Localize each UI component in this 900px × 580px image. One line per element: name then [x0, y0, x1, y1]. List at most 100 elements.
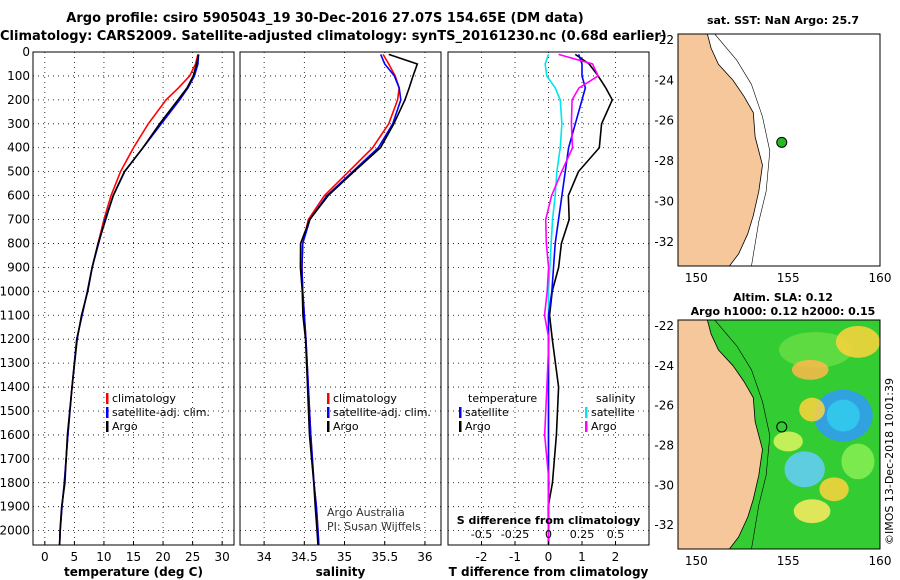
x-tick-label: 0	[41, 550, 49, 564]
x-axis-label: temperature (deg C)	[64, 565, 203, 579]
top-tick-label: -0.5	[471, 528, 492, 541]
map-lat-label: -32	[654, 518, 674, 532]
map-lon-label: 150	[685, 271, 708, 285]
legend-diff-temp-label: Argo	[465, 420, 491, 433]
map-lat-label: -30	[654, 478, 674, 492]
map-lat-label: -24	[654, 359, 674, 373]
y-tick-label: 900	[7, 260, 30, 274]
x-tick-label: 5	[71, 550, 79, 564]
float-position-marker	[776, 136, 788, 148]
sla-blob	[784, 451, 825, 488]
legend-temp-swatch	[106, 393, 109, 404]
y-tick-label: 1600	[0, 428, 30, 442]
y-tick-label: 600	[7, 189, 30, 203]
figure-title-line2: Climatology: CARS2009. Satellite-adjuste…	[0, 29, 667, 44]
x-tick-label: 35.5	[371, 550, 398, 564]
top-tick-label: 0.5	[607, 528, 625, 541]
legend-temp-label: climatology	[112, 392, 176, 405]
credit-org: Argo Australia	[327, 506, 405, 519]
y-tick-label: 400	[7, 141, 30, 155]
x-tick-label: 15	[126, 550, 141, 564]
map-lat-label: -26	[654, 399, 674, 413]
legend-temp-label: Argo	[112, 420, 138, 433]
imos-stamp: ©IMOS 13-Dec-2018 10:01:39	[883, 378, 896, 545]
series-line-climatology	[58, 54, 199, 546]
legend-diff-sal-header: salinity	[596, 392, 636, 405]
sla-map-title-1: Altim. SLA: 0.12	[733, 291, 833, 304]
y-tick-label: 1500	[0, 404, 30, 418]
map-lat-label: -32	[654, 235, 674, 249]
map-lat-label: -26	[654, 114, 674, 128]
x-tick-label: 25	[185, 550, 200, 564]
sla-blob	[793, 499, 831, 524]
map-lon-label: 160	[869, 271, 892, 285]
bathymetry-contour	[714, 320, 771, 549]
axes-frame	[239, 51, 442, 546]
profile-panel-2	[447, 51, 650, 546]
legend-diff-temp-label: satellite	[465, 406, 509, 419]
legend-sal-label: Argo	[333, 420, 359, 433]
series-line-satellite-adj.-clim.	[58, 54, 200, 546]
y-tick-label: 700	[7, 213, 30, 227]
land-mass	[678, 320, 763, 549]
y-tick-label: 1300	[0, 356, 30, 370]
sla-blob	[779, 331, 853, 368]
x-axis-label: T difference from climatology	[449, 565, 649, 579]
axes-frame	[32, 51, 235, 546]
x-tick-label: 1	[578, 550, 586, 564]
map-frame	[677, 33, 881, 267]
profile-panel-1	[239, 51, 442, 546]
legend-sal-swatch	[327, 407, 330, 418]
map-lat-label: -24	[654, 73, 674, 87]
map-lat-label: -22	[654, 319, 674, 333]
map-content	[678, 320, 880, 549]
map-lat-label: -30	[654, 194, 674, 208]
x-tick-label: 36	[417, 550, 432, 564]
figure-title-line1: Argo profile: csiro 5905043_19 30-Dec-20…	[66, 11, 584, 26]
bathymetry-contour	[714, 34, 771, 266]
y-tick-label: 300	[7, 117, 30, 131]
y-tick-label: 1700	[0, 452, 30, 466]
profile-panel-0	[32, 51, 235, 546]
y-tick-label: 800	[7, 236, 30, 250]
x-tick-label: -1	[509, 550, 521, 564]
y-tick-label: 100	[7, 69, 30, 83]
legend-diff-temp-swatch	[459, 407, 462, 418]
legend-temp-swatch	[106, 421, 109, 432]
sla-blob	[799, 397, 825, 422]
float-position-marker	[776, 421, 788, 433]
top-axis-label: S difference from climatology	[457, 514, 641, 527]
map-lat-label: -22	[654, 33, 674, 47]
sst-map	[677, 33, 881, 267]
y-tick-label: 1900	[0, 500, 30, 514]
map-frame	[677, 319, 881, 550]
top-tick-label: -0.25	[501, 528, 529, 541]
map-lon-label: 150	[685, 554, 708, 568]
legend-diff-sal-swatch	[585, 421, 588, 432]
map-content	[678, 34, 880, 266]
map-lat-label: -28	[654, 438, 674, 452]
legend-diff-temp-swatch	[459, 421, 462, 432]
y-tick-label: 1100	[0, 308, 30, 322]
sla-blob	[819, 477, 849, 502]
legend-temp-swatch	[106, 407, 109, 418]
legend-sal-swatch	[327, 421, 330, 432]
y-tick-label: 1400	[0, 380, 30, 394]
series-line-s-argo	[543, 53, 600, 546]
map-lat-label: -28	[654, 154, 674, 168]
sla-map	[677, 319, 881, 550]
y-tick-label: 1800	[0, 476, 30, 490]
x-tick-label: 2	[612, 550, 620, 564]
series-line-argo	[299, 53, 419, 546]
sla-map-title-2: Argo h1000: 0.12 h2000: 0.15	[690, 305, 876, 318]
sla-blob	[773, 431, 803, 452]
legend-sal-swatch	[327, 393, 330, 404]
legend-diff-sal-swatch	[585, 407, 588, 418]
credit-pi: PI: Susan Wijffels	[327, 520, 421, 533]
y-tick-label: 2000	[0, 524, 30, 538]
series-line-t-argo	[547, 53, 614, 546]
top-tick-label: 0	[545, 528, 552, 541]
sla-blob	[841, 443, 875, 480]
x-tick-label: 35	[337, 550, 352, 564]
x-tick-label: 30	[215, 550, 230, 564]
